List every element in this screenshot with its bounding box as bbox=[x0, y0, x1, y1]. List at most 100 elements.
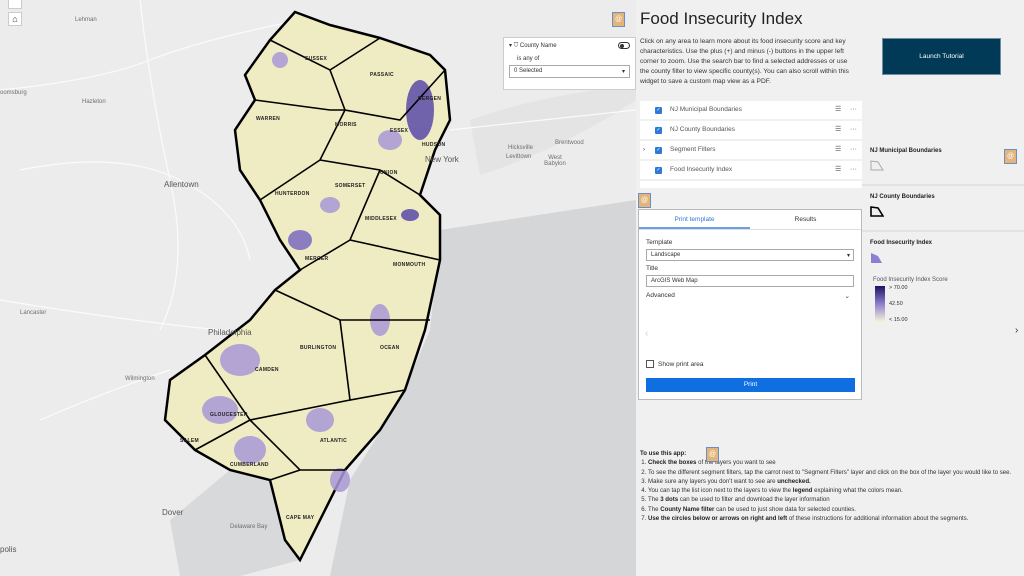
layer-checkbox[interactable]: ✓ bbox=[655, 147, 662, 154]
county-label: SUSSEX bbox=[305, 56, 328, 62]
instruction-text: You can tap the list icon next to the la… bbox=[648, 487, 793, 495]
legend-list-icon[interactable]: ☰ bbox=[835, 126, 842, 133]
prev-arrow-icon[interactable]: ‹ bbox=[645, 328, 649, 339]
print-button[interactable]: Print bbox=[646, 378, 855, 392]
more-options-icon[interactable]: ··· bbox=[850, 146, 857, 153]
place-label: Levittown bbox=[506, 154, 532, 160]
place-label: Lehman bbox=[75, 17, 97, 23]
polygon-fill-icon bbox=[871, 253, 882, 263]
layer-row[interactable]: ✓ NJ County Boundaries ☰ ··· bbox=[640, 121, 862, 141]
county-label: ESSEX bbox=[390, 128, 409, 134]
widget-handle-icon[interactable]: @ bbox=[1004, 149, 1017, 164]
instructions: @ To use this app: Check the boxes of th… bbox=[640, 447, 1024, 523]
instruction-text: Use the circles below or arrows on right… bbox=[648, 515, 788, 523]
county-label: MONMOUTH bbox=[393, 262, 426, 268]
widget-handle-icon[interactable]: @ bbox=[612, 12, 625, 27]
map-view[interactable]: ⌂ Lehman Hazleton Allentown Philadelphia… bbox=[0, 0, 636, 576]
place-label: Hazleton bbox=[82, 99, 106, 105]
county-label: WARREN bbox=[256, 116, 281, 122]
tab-print-template[interactable]: Print template bbox=[639, 210, 750, 229]
template-select[interactable]: Landscape ▾ bbox=[646, 249, 854, 261]
expand-caret-icon[interactable]: › bbox=[643, 147, 645, 153]
tab-results[interactable]: Results bbox=[794, 216, 817, 223]
place-label: New York bbox=[425, 155, 459, 164]
county-label: OCEAN bbox=[380, 345, 400, 351]
place-label: Delaware Bay bbox=[230, 524, 268, 530]
ramp-title: Food Insecurity Index Score bbox=[873, 277, 948, 283]
layer-name: NJ Municipal Boundaries bbox=[670, 106, 742, 113]
layer-checkbox[interactable]: ✓ bbox=[655, 127, 662, 134]
layer-name: Segment Filters bbox=[670, 146, 716, 153]
chevron-down-icon: ▾ bbox=[846, 253, 850, 259]
show-print-area[interactable]: Show print area bbox=[646, 360, 704, 368]
instruction-text: unchecked. bbox=[777, 477, 811, 485]
instruction-text: Check the boxes bbox=[648, 459, 697, 467]
county-select-value: 0 Selected bbox=[514, 68, 543, 74]
title-label: Title bbox=[646, 265, 659, 272]
layer-list: ✓ NJ Municipal Boundaries ☰ ··· ✓ NJ County … bbox=[640, 101, 862, 188]
county-filter: ▾ ⛉ County Name is any of 0 Selected ▾ bbox=[503, 37, 636, 90]
chevron-down-icon: ⌄ bbox=[844, 293, 850, 300]
instruction-item: You can tap the list icon next to the la… bbox=[648, 486, 1024, 495]
county-label: ATLANTIC bbox=[320, 438, 348, 444]
county-label: BURLINGTON bbox=[300, 345, 337, 351]
more-options-icon[interactable]: ··· bbox=[850, 126, 857, 133]
instruction-item: Check the boxes of the layers you want t… bbox=[648, 458, 1024, 467]
county-label: GLOUCESTER bbox=[210, 412, 248, 418]
color-ramp bbox=[875, 286, 885, 322]
place-label: Philadelphia bbox=[208, 328, 252, 337]
legend-title: Food Insecurity Index bbox=[870, 240, 933, 246]
show-print-area-checkbox[interactable] bbox=[646, 360, 654, 368]
page-title: Food Insecurity Index bbox=[640, 9, 803, 28]
instruction-item: Make sure any layers you don't want to s… bbox=[648, 477, 1024, 486]
advanced-toggle[interactable]: Advanced ⌄ bbox=[646, 292, 854, 300]
home-button[interactable]: ⌂ bbox=[8, 12, 22, 26]
widget-handle-icon[interactable]: @ bbox=[638, 193, 651, 208]
county-label: PASSAIC bbox=[370, 72, 394, 78]
county-label: UNION bbox=[380, 170, 398, 176]
ramp-label: > 70.00 bbox=[889, 285, 908, 291]
layer-name: Food Insecurity Index bbox=[670, 166, 733, 173]
instruction-item: To see the different segment filters, ta… bbox=[648, 468, 1024, 477]
legend-list-icon[interactable]: ☰ bbox=[835, 146, 842, 153]
polygon-outline-icon bbox=[870, 206, 885, 217]
instruction-text: 3 dots bbox=[660, 496, 679, 504]
county-label: HUDSON bbox=[422, 142, 446, 148]
layer-checkbox[interactable]: ✓ bbox=[655, 167, 662, 174]
ramp-label: < 15.00 bbox=[889, 317, 908, 323]
layer-checkbox[interactable]: ✓ bbox=[655, 107, 662, 114]
show-print-area-label: Show print area bbox=[658, 360, 704, 368]
layer-row[interactable]: ✓ Food Insecurity Index ☰ ··· bbox=[640, 161, 862, 181]
filter-toggle[interactable] bbox=[618, 42, 630, 49]
zoom-button[interactable] bbox=[8, 0, 22, 9]
print-widget: Print template Results Template Landscape… bbox=[638, 209, 862, 400]
launch-tutorial-button[interactable]: Launch Tutorial bbox=[882, 38, 1001, 75]
layer-row[interactable]: › ✓ Segment Filters ☰ ··· bbox=[640, 141, 862, 161]
legend-title: NJ Municipal Boundaries bbox=[870, 148, 942, 154]
side-panel: @ Food Insecurity Index Click on any are… bbox=[612, 0, 1024, 576]
county-select[interactable]: 0 Selected ▾ bbox=[509, 65, 630, 78]
advanced-label: Advanced bbox=[646, 292, 675, 299]
widget-handle-icon[interactable]: @ bbox=[706, 447, 719, 462]
instructions-heading: To use this app: bbox=[640, 450, 687, 457]
county-boundaries bbox=[194, 37, 446, 481]
instruction-text: of the layers you want to see bbox=[696, 459, 776, 467]
instruction-text: The bbox=[648, 496, 661, 504]
title-input[interactable]: ArcGIS Web Map bbox=[646, 275, 854, 287]
legend-list-icon[interactable]: ☰ bbox=[835, 106, 842, 113]
county-label: BERGEN bbox=[418, 96, 442, 102]
more-options-icon[interactable]: ··· bbox=[850, 106, 857, 113]
county-label: MORRIS bbox=[335, 122, 357, 128]
instruction-text: To see the different segment filters, ta… bbox=[648, 468, 1012, 476]
layer-row[interactable]: ✓ NJ Municipal Boundaries ☰ ··· bbox=[640, 101, 862, 121]
county-label: MIDDLESEX bbox=[365, 216, 397, 222]
county-label: CAPE MAY bbox=[286, 515, 315, 521]
filter-icon: ⛉ bbox=[513, 43, 520, 49]
instruction-text: can be used to filter and download the l… bbox=[678, 496, 830, 504]
county-label: HUNTERDON bbox=[275, 191, 310, 197]
legend-list-icon[interactable]: ☰ bbox=[835, 166, 842, 173]
more-options-icon[interactable]: ··· bbox=[850, 166, 857, 173]
instruction-item: The County Name filter can be used to ju… bbox=[648, 505, 1024, 514]
next-arrow-icon[interactable]: › bbox=[1015, 325, 1019, 336]
collapse-caret-icon[interactable]: ▾ bbox=[509, 43, 513, 49]
